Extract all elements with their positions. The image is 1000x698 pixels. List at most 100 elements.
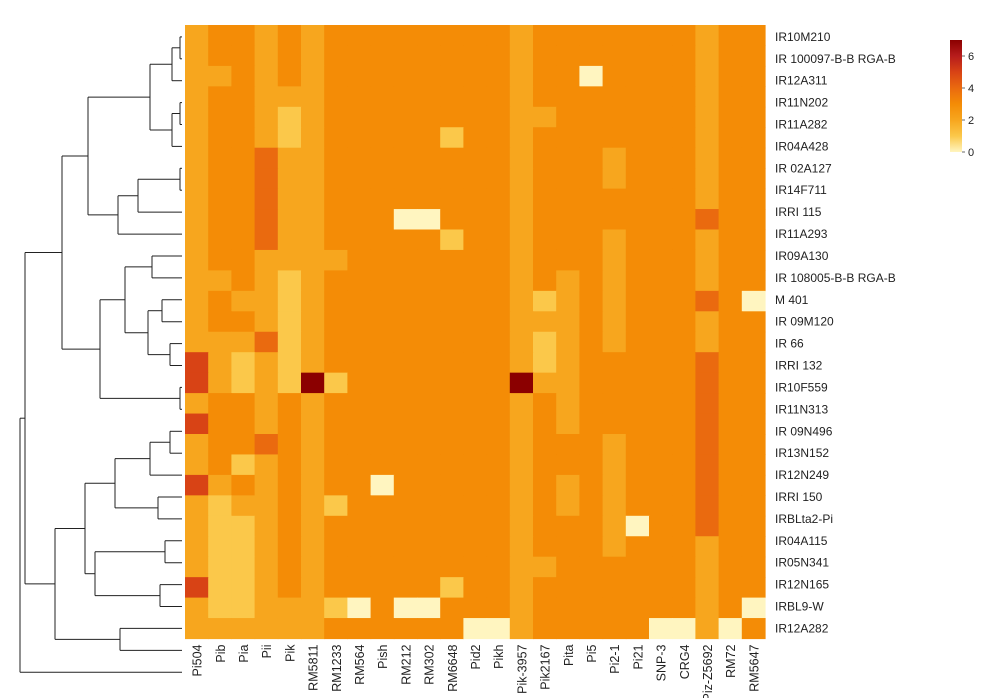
heatmap-cell — [417, 618, 441, 640]
heatmap-cell — [509, 45, 534, 67]
heatmap-cell — [556, 474, 580, 496]
column-labels: Pi504 Pib Pia Pii Pik RM5811 RM1233 RM564 Pish RM… — [191, 644, 762, 698]
heatmap-cell — [231, 290, 256, 312]
heatmap-cell — [625, 474, 650, 496]
heatmap-cell — [579, 86, 604, 108]
row-label: IRRI 115 — [775, 205, 822, 219]
heatmap-cell — [254, 515, 279, 537]
heatmap-cell — [672, 556, 696, 578]
heatmap-cell — [625, 127, 650, 149]
heatmap-cell — [393, 147, 418, 169]
heatmap-cell — [393, 556, 418, 578]
heatmap-cell — [625, 372, 650, 394]
heatmap-cell — [486, 352, 511, 374]
heatmap-cell — [185, 168, 209, 190]
heatmap-cell — [347, 147, 372, 169]
heatmap-cell — [417, 45, 441, 67]
heatmap-cell — [254, 372, 279, 394]
row-label: IR04A428 — [775, 139, 829, 153]
heatmap-cell — [301, 188, 325, 210]
heatmap-cell — [463, 352, 488, 374]
row-label: IR 02A127 — [775, 161, 832, 175]
heatmap-cell — [370, 474, 395, 496]
heatmap-cell — [277, 618, 302, 640]
heatmap-cell — [347, 495, 372, 517]
heatmap-cell — [741, 229, 766, 251]
heatmap-cell — [509, 372, 534, 394]
heatmap-cell — [486, 249, 511, 271]
heatmap-cell — [347, 577, 372, 599]
heatmap-cell — [649, 147, 673, 169]
heatmap-cell — [370, 65, 395, 87]
heatmap-cell — [370, 311, 395, 333]
column-label: Pik-3957 — [515, 644, 529, 693]
row-label: IR11N202 — [775, 96, 828, 110]
heatmap-cell — [254, 65, 279, 87]
heatmap-cell — [440, 168, 464, 190]
heatmap-cell — [741, 147, 766, 169]
heatmap-cell — [533, 331, 557, 353]
heatmap-cell — [741, 331, 766, 353]
heatmap-cell — [254, 434, 279, 456]
heatmap-cell — [277, 311, 302, 333]
heatmap-cell — [741, 556, 766, 578]
heatmap-cell — [463, 577, 488, 599]
heatmap-cell — [602, 536, 627, 558]
color-legend: 0 2 4 6 — [950, 40, 974, 159]
heatmap-cell — [208, 618, 232, 640]
heatmap-cell — [509, 474, 534, 496]
heatmap-cell — [509, 229, 534, 251]
heatmap-cell — [231, 474, 256, 496]
heatmap-cell — [741, 168, 766, 190]
heatmap-cell — [393, 270, 418, 292]
heatmap-cell — [254, 25, 279, 47]
heatmap-cell — [509, 249, 534, 271]
heatmap-cell — [208, 352, 232, 374]
heatmap-cell — [602, 86, 627, 108]
heatmap-cell — [533, 413, 557, 435]
heatmap-cell — [277, 209, 302, 231]
heatmap-cell — [625, 331, 650, 353]
heatmap-cell — [649, 536, 673, 558]
heatmap-cell — [741, 495, 766, 517]
heatmap-cell — [208, 270, 232, 292]
heatmap-cell — [417, 331, 441, 353]
heatmap-cell — [185, 147, 209, 169]
heatmap-cell — [463, 393, 488, 415]
heatmap-cell — [509, 290, 534, 312]
column-label: RM5811 — [307, 644, 321, 690]
heatmap-cell — [393, 25, 418, 47]
heatmap-cell — [602, 556, 627, 578]
heatmap-cell — [625, 209, 650, 231]
heatmap-cell — [625, 249, 650, 271]
heatmap-cell — [602, 209, 627, 231]
heatmap-cell — [672, 127, 696, 149]
row-label: IR 108005-B-B RGA-B — [775, 271, 896, 285]
heatmap-cell — [718, 352, 743, 374]
heatmap-cell — [393, 434, 418, 456]
heatmap-cell — [463, 65, 488, 87]
heatmap-cell — [301, 454, 325, 476]
heatmap-cell — [440, 290, 464, 312]
heatmap-cell — [301, 290, 325, 312]
row-label: IR11A282 — [775, 118, 828, 132]
heatmap-cell — [393, 45, 418, 67]
column-label: Pi504 — [191, 644, 205, 676]
heatmap-cell — [718, 556, 743, 578]
heatmap-cell — [393, 311, 418, 333]
heatmap-cell — [649, 311, 673, 333]
heatmap-cell — [417, 454, 441, 476]
heatmap-cell — [579, 249, 604, 271]
heatmap-cell — [649, 372, 673, 394]
heatmap-cell — [695, 106, 720, 128]
heatmap-cell — [277, 45, 302, 67]
column-label: Pikh — [492, 644, 506, 668]
heatmap-cell — [695, 147, 720, 169]
heatmap-cell — [347, 65, 372, 87]
heatmap-cell — [277, 147, 302, 169]
heatmap-cell — [463, 229, 488, 251]
heatmap-cell — [649, 45, 673, 67]
heatmap-cell — [370, 536, 395, 558]
heatmap-cell — [301, 209, 325, 231]
heatmap-cell — [370, 515, 395, 537]
